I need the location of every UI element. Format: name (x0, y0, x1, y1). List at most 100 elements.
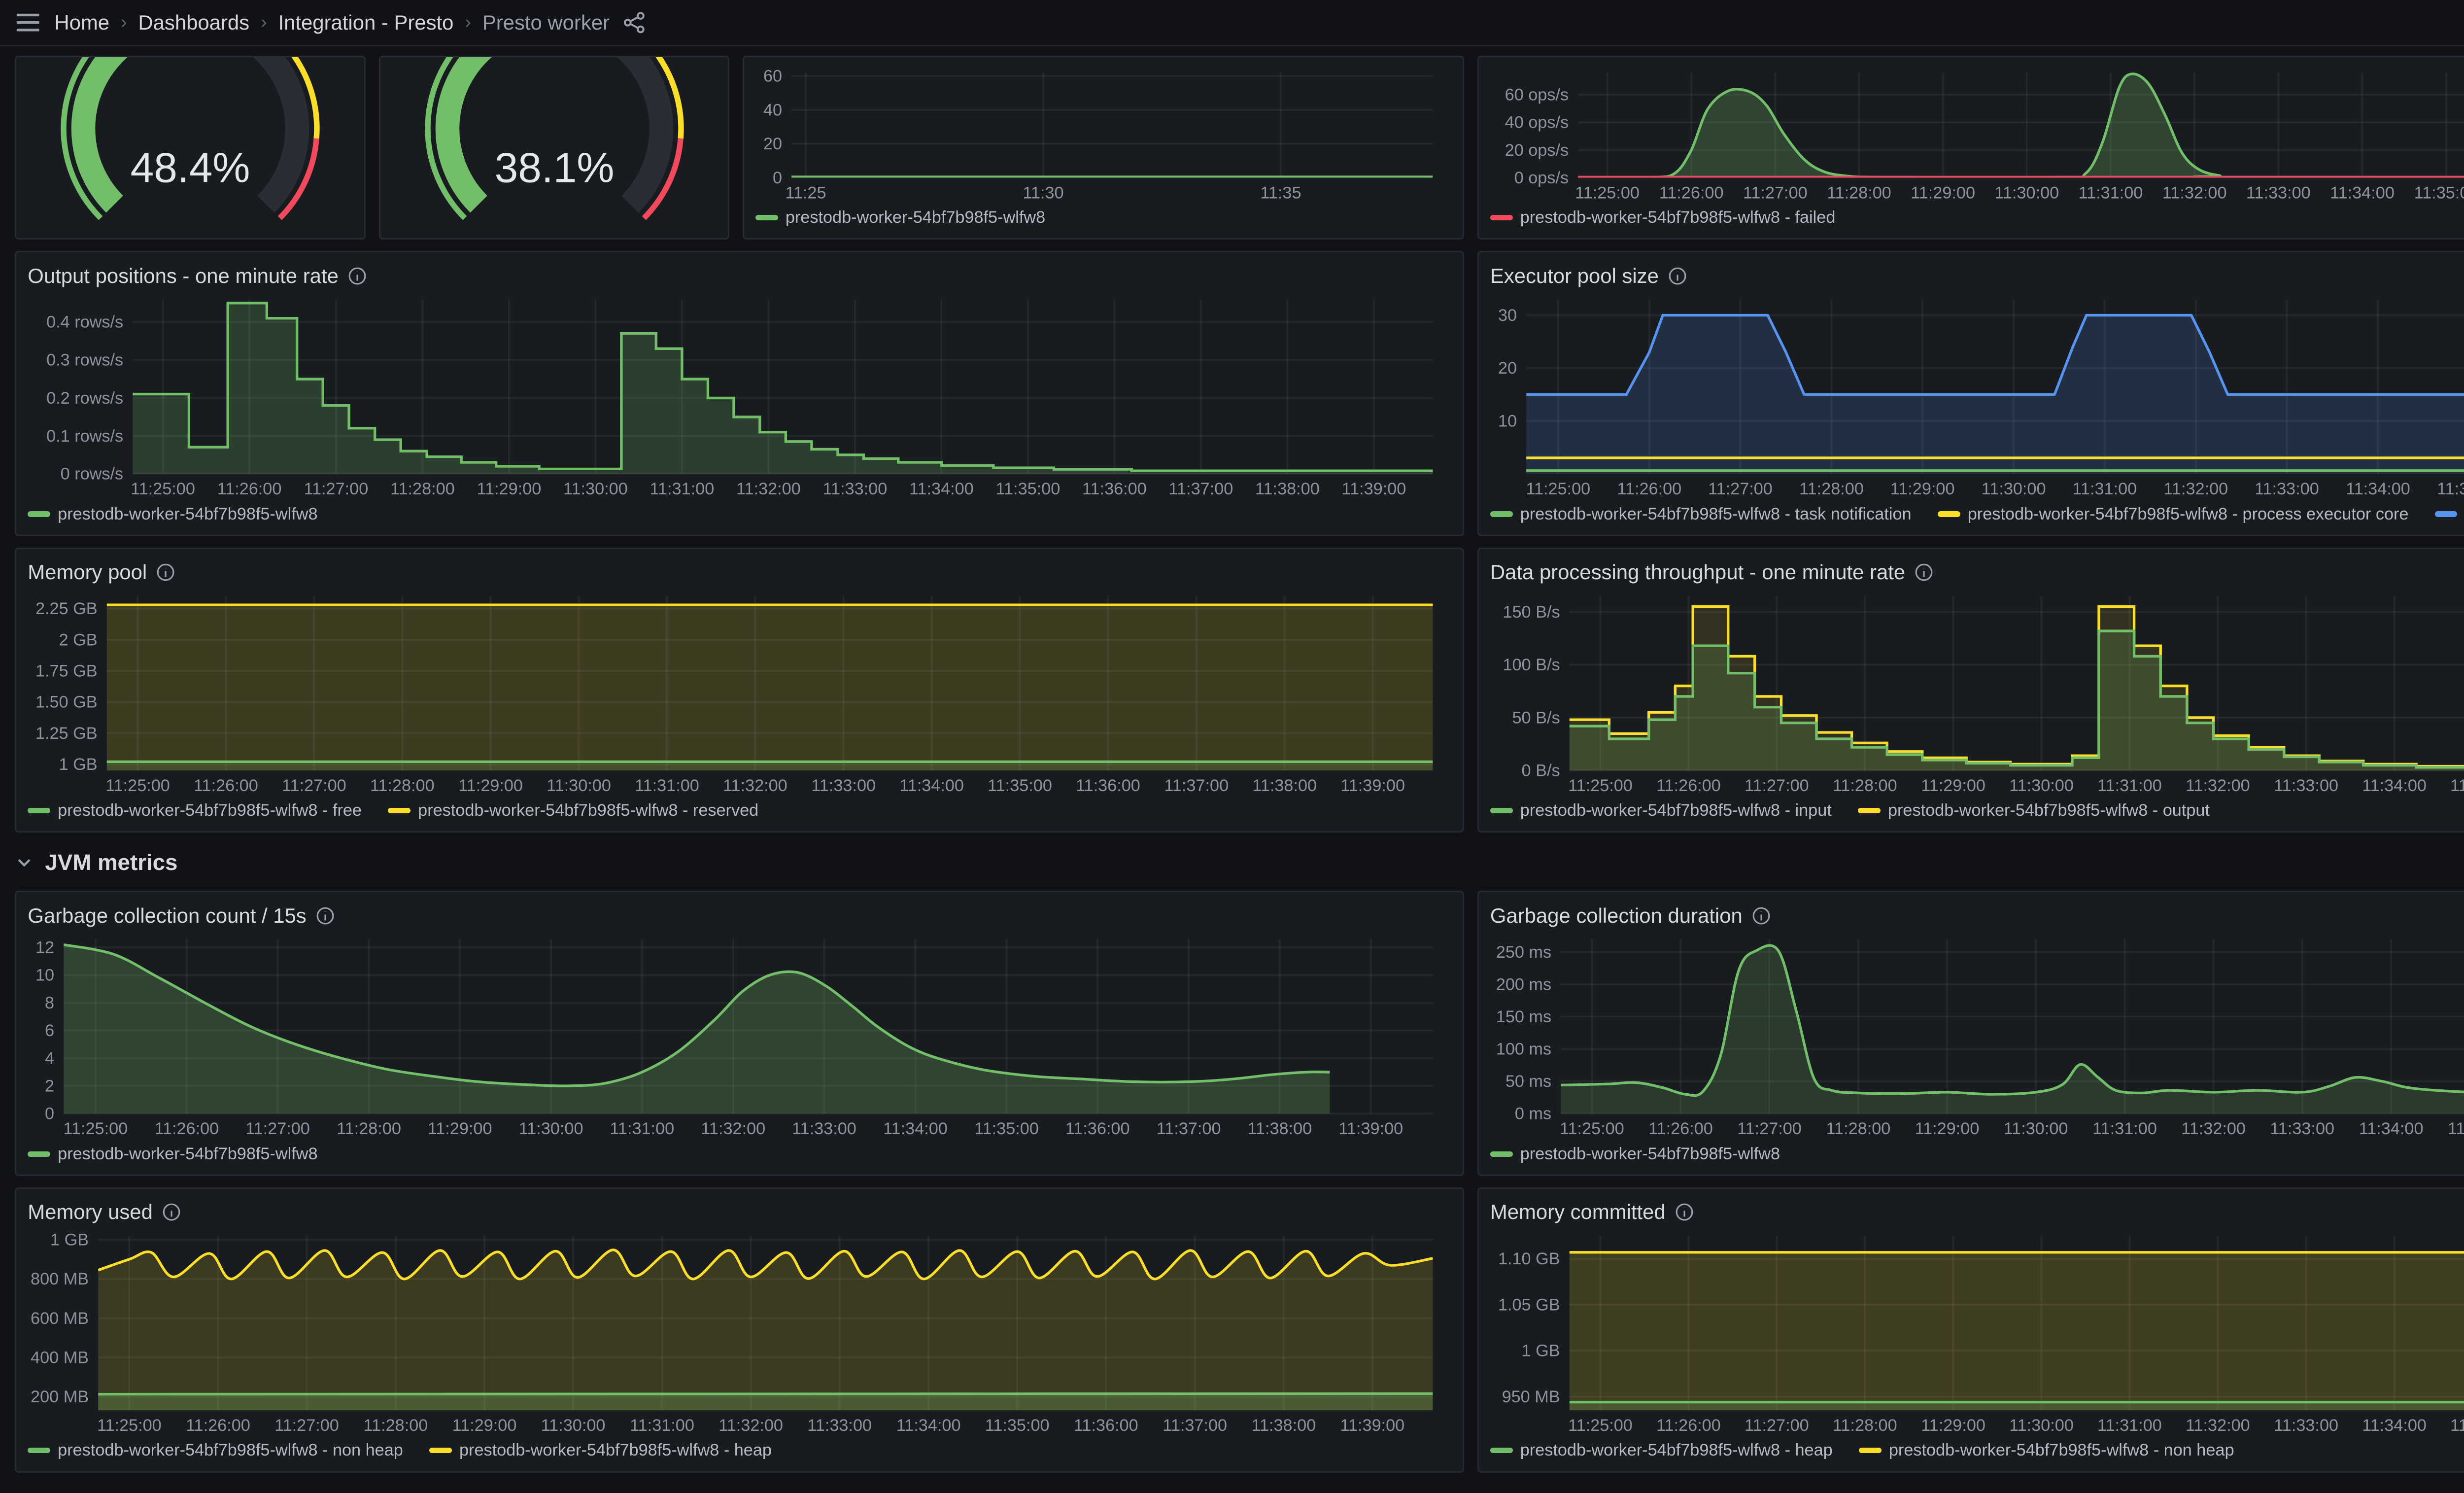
chart-svg: 11:25:00 11:26:00 11:27:00 11:28:00 11:29:00… (1498, 299, 2464, 498)
chart: 11:25 11:30 11:35 0 20 40 60 (755, 65, 1452, 205)
svg-text:50 ms: 50 ms (1506, 1073, 1551, 1091)
panel-title[interactable]: Executor pool size (1490, 264, 1659, 287)
breadcrumb-home[interactable]: Home (54, 10, 110, 34)
svg-text:11:31:00: 11:31:00 (2072, 480, 2137, 498)
svg-text:11:33:00: 11:33:00 (823, 480, 888, 498)
svg-text:400 MB: 400 MB (31, 1348, 89, 1367)
svg-text:11:35: 11:35 (1260, 183, 1301, 202)
svg-text:11:32:00: 11:32:00 (723, 776, 787, 795)
top-nav: Home › Dashboards › Integration - Presto… (0, 0, 2464, 47)
legend-item[interactable]: prestodb-worker-54bf7b98f5-wlfw8 - proce… (2434, 505, 2464, 524)
svg-text:11:27:00: 11:27:00 (282, 776, 346, 795)
svg-text:11:28:00: 11:28:00 (1833, 1416, 1897, 1435)
info-icon[interactable] (316, 906, 335, 925)
chart-svg: 11:25:00 11:26:00 11:27:00 11:28:00 11:29:00… (35, 595, 1433, 795)
dashboard: 48.4% 38.1% 11:25 11:30 11:35 0 20 40 60 prest… (0, 46, 2464, 1493)
svg-text:11:29:00: 11:29:00 (1915, 1120, 1979, 1139)
svg-text:20: 20 (1498, 359, 1517, 378)
chart: 11:25:00 11:26:00 11:27:00 11:28:00 11:29:00… (28, 1228, 1451, 1437)
chart-svg: 11:25:00 11:26:00 11:27:00 11:28:00 11:29:00… (46, 299, 1433, 498)
svg-text:0: 0 (45, 1105, 54, 1123)
panel-title[interactable]: Memory committed (1490, 1200, 1666, 1224)
svg-text:11:33:00: 11:33:00 (2255, 480, 2319, 498)
section-jvm-metrics[interactable]: JVM metrics (15, 844, 2464, 881)
svg-text:11:32:00: 11:32:00 (2181, 1120, 2246, 1139)
legend-item[interactable]: prestodb-worker-54bf7b98f5-wlfw8 - heap (429, 1441, 772, 1460)
legend-item[interactable]: prestodb-worker-54bf7b98f5-wlfw8 - proce… (1937, 505, 2408, 524)
svg-text:11:32:00: 11:32:00 (2162, 183, 2227, 202)
panel-title[interactable]: Garbage collection duration (1490, 904, 1743, 927)
panel-gc-duration: Garbage collection duration 11:25:00 11:2… (1477, 891, 2464, 1177)
svg-text:11:34:00: 11:34:00 (909, 480, 974, 498)
svg-text:11:33:00: 11:33:00 (2274, 1416, 2338, 1435)
panel-title[interactable]: Garbage collection count / 15s (28, 904, 307, 927)
svg-text:11:29:00: 11:29:00 (477, 480, 542, 498)
chart-svg: 11:25:00 11:26:00 11:27:00 11:28:00 11:29:00… (31, 1230, 1433, 1435)
panel-memory-pool: Memory pool 11:25:00 11:26:00 11:27:00 11:2… (15, 547, 1465, 833)
legend-item[interactable]: prestodb-worker-54bf7b98f5-wlfw8 - input (1490, 801, 1832, 820)
info-icon[interactable] (156, 563, 175, 582)
svg-text:11:35:00: 11:35:00 (2450, 776, 2464, 795)
svg-text:11:35:00: 11:35:00 (996, 480, 1061, 498)
svg-text:12: 12 (35, 938, 54, 957)
legend-item[interactable]: prestodb-worker-54bf7b98f5-wlfw8 - faile… (1490, 208, 1835, 227)
svg-text:0.2 rows/s: 0.2 rows/s (46, 389, 123, 408)
svg-text:11:35:00: 11:35:00 (2437, 480, 2464, 498)
legend-item[interactable]: prestodb-worker-54bf7b98f5-wlfw8 - free (28, 801, 362, 820)
svg-text:0: 0 (773, 168, 782, 187)
legend-item[interactable]: prestodb-worker-54bf7b98f5-wlfw8 - task … (1490, 505, 1912, 524)
panel-title[interactable]: Output positions - one minute rate (28, 264, 339, 287)
svg-text:1.10 GB: 1.10 GB (1498, 1250, 1560, 1268)
info-icon[interactable] (1752, 906, 1771, 925)
legend-item[interactable]: prestodb-worker-54bf7b98f5-wlfw8 (28, 1145, 318, 1164)
menu-icon[interactable] (15, 9, 41, 35)
legend-item[interactable]: prestodb-worker-54bf7b98f5-wlfw8 - non h… (28, 1441, 403, 1460)
info-icon[interactable] (1675, 1203, 1694, 1221)
svg-text:11:30: 11:30 (1023, 183, 1063, 202)
svg-text:11:32:00: 11:32:00 (2186, 776, 2250, 795)
info-icon[interactable] (348, 267, 367, 285)
svg-text:11:30:00: 11:30:00 (1994, 183, 2059, 202)
info-icon[interactable] (1915, 563, 1933, 582)
svg-text:11:33:00: 11:33:00 (808, 1416, 872, 1435)
legend-item[interactable]: prestodb-worker-54bf7b98f5-wlfw8 - non h… (1858, 1441, 2234, 1460)
svg-text:11:31:00: 11:31:00 (2097, 776, 2162, 795)
legend-item[interactable]: prestodb-worker-54bf7b98f5-wlfw8 - outpu… (1858, 801, 2210, 820)
svg-text:40: 40 (763, 101, 782, 119)
svg-text:11:25:00: 11:25:00 (1560, 1120, 1624, 1139)
breadcrumb-presto-worker[interactable]: Presto worker (482, 10, 610, 34)
chart: 11:25:00 11:26:00 11:27:00 11:28:00 11:29:00… (1490, 292, 2464, 501)
svg-text:100 B/s: 100 B/s (1503, 656, 1560, 674)
svg-text:11:28:00: 11:28:00 (1826, 1120, 1890, 1139)
svg-text:11:25: 11:25 (785, 183, 826, 202)
svg-text:0.4 rows/s: 0.4 rows/s (46, 313, 123, 332)
svg-text:11:34:00: 11:34:00 (899, 776, 964, 795)
svg-text:11:34:00: 11:34:00 (2346, 480, 2410, 498)
svg-text:0 rows/s: 0 rows/s (61, 465, 124, 484)
info-icon[interactable] (162, 1203, 181, 1221)
svg-text:11:36:00: 11:36:00 (1076, 776, 1140, 795)
svg-text:150 ms: 150 ms (1496, 1007, 1551, 1026)
svg-text:11:26:00: 11:26:00 (194, 776, 258, 795)
svg-text:11:25:00: 11:25:00 (64, 1120, 128, 1139)
svg-text:10: 10 (1498, 412, 1517, 431)
svg-text:11:26:00: 11:26:00 (186, 1416, 250, 1435)
legend-item[interactable]: prestodb-worker-54bf7b98f5-wlfw8 - reser… (388, 801, 758, 820)
chart-svg: 11:25:00 11:26:00 11:27:00 11:28:00 11:29:00… (1503, 595, 2464, 795)
panel-title[interactable]: Data processing throughput - one minute … (1490, 560, 1906, 584)
panel-title[interactable]: Memory used (28, 1200, 153, 1224)
svg-text:11:35:00: 11:35:00 (2450, 1416, 2464, 1435)
svg-text:11:28:00: 11:28:00 (364, 1416, 428, 1435)
info-icon[interactable] (1668, 267, 1687, 285)
breadcrumb-integration-presto[interactable]: Integration - Presto (278, 10, 454, 34)
share-icon[interactable] (623, 11, 646, 34)
svg-text:11:27:00: 11:27:00 (1745, 1416, 1809, 1435)
svg-text:11:27:00: 11:27:00 (1743, 183, 1808, 202)
legend-item[interactable]: prestodb-worker-54bf7b98f5-wlfw8 (755, 208, 1045, 227)
legend-item[interactable]: prestodb-worker-54bf7b98f5-wlfw8 - heap (1490, 1441, 1833, 1460)
legend-item[interactable]: prestodb-worker-54bf7b98f5-wlfw8 (28, 505, 318, 524)
legend-item[interactable]: prestodb-worker-54bf7b98f5-wlfw8 (1490, 1145, 1780, 1164)
breadcrumb-dashboards[interactable]: Dashboards (138, 10, 250, 34)
svg-text:11:29:00: 11:29:00 (1911, 183, 1975, 202)
panel-title[interactable]: Memory pool (28, 560, 147, 584)
